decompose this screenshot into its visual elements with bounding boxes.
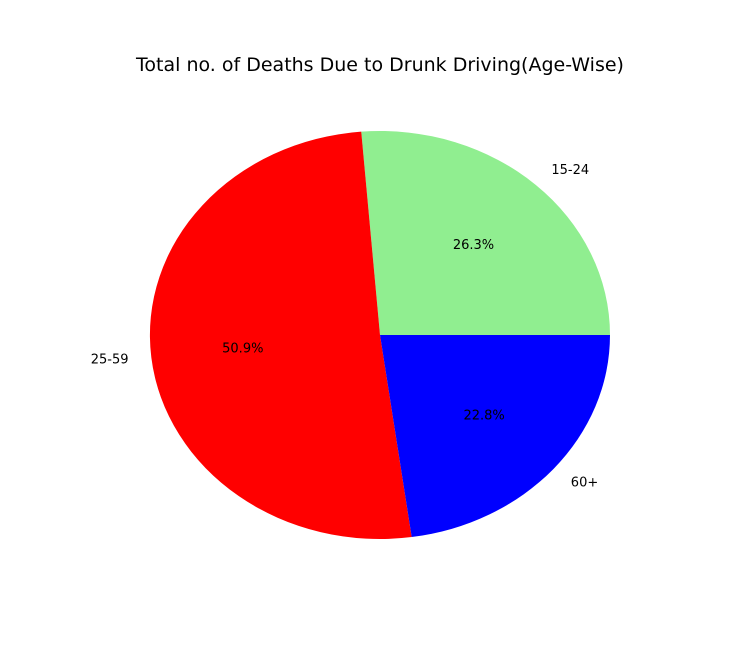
chart-title: Total no. of Deaths Due to Drunk Driving… bbox=[135, 54, 624, 76]
pie-slice-60 bbox=[380, 335, 610, 538]
pie-labels: 15-24 26.3% 25-59 50.9% 60+ 22.8% bbox=[91, 163, 599, 490]
slice-percentage-label: 50.9% bbox=[222, 341, 263, 356]
pie-slice-25-59 bbox=[149, 131, 412, 540]
slice-percentage-label: 26.3% bbox=[453, 238, 494, 253]
slice-label: 60+ bbox=[571, 475, 598, 490]
slice-label: 15-24 bbox=[551, 163, 589, 178]
pie-slice-15-24 bbox=[361, 130, 610, 335]
pie-slices bbox=[149, 130, 610, 540]
slice-percentage-label: 22.8% bbox=[463, 408, 504, 423]
slice-label: 25-59 bbox=[91, 353, 129, 368]
